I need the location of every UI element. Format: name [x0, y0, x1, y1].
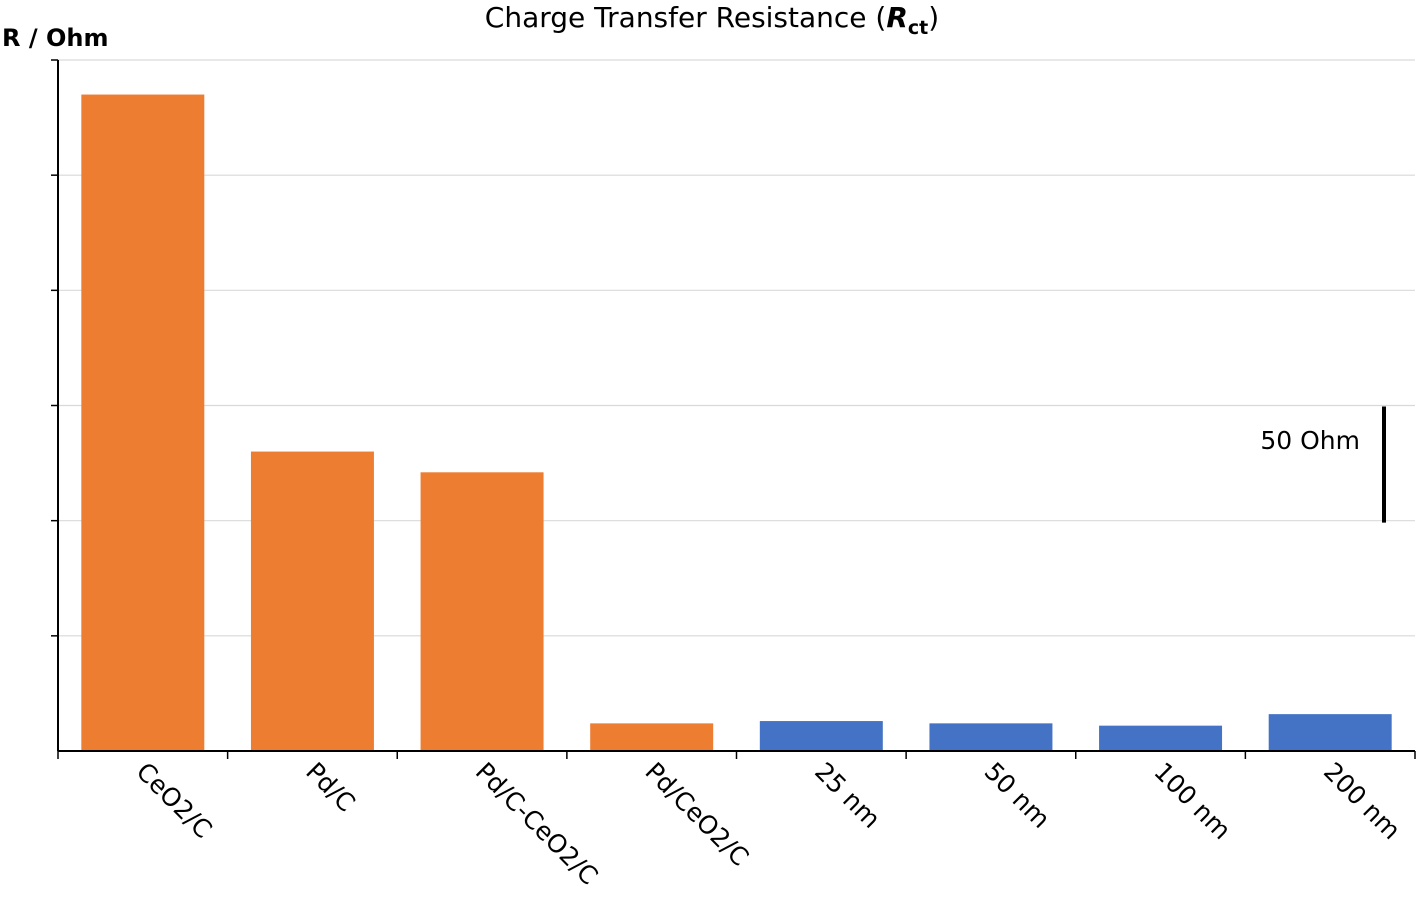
bar: [250, 451, 374, 751]
bar: [420, 472, 544, 751]
chart-title-symbol: R: [886, 1, 908, 34]
x-tick-labels: CeO2/C Pd/C Pd/C-CeO2/C Pd/CeO2/C 25 nm 50 nm…: [131, 757, 1407, 891]
scale-bar-label: 50 Ohm: [1260, 426, 1360, 455]
scale-bar: 50 Ohm: [1260, 406, 1386, 523]
x-tick-label: Pd/CeO2/C: [639, 757, 754, 872]
x-tick-label: CeO2/C: [131, 757, 218, 844]
x-tick-label: 25 nm: [809, 757, 886, 834]
x-tick-label: Pd/C: [300, 757, 361, 818]
bar: [81, 94, 205, 752]
x-tick-label: 50 nm: [979, 757, 1056, 834]
chart-title: Charge Transfer Resistance (Rct): [485, 1, 939, 39]
bars: [81, 94, 1392, 752]
x-tick-label: 100 nm: [1148, 757, 1236, 845]
bar: [759, 721, 883, 751]
axes: [57, 60, 1416, 759]
chart-title-text: Charge Transfer Resistance (: [485, 1, 887, 34]
bar: [1268, 714, 1392, 751]
chart-title-close: ): [928, 1, 939, 34]
x-tick-label: 200 nm: [1318, 757, 1406, 845]
bar: [590, 723, 714, 751]
chart-title-subscript: ct: [908, 17, 928, 39]
x-tick-label: Pd/C-CeO2/C: [470, 757, 604, 891]
y-axis-label: R / Ohm: [2, 24, 108, 52]
bar: [1099, 725, 1223, 751]
bar: [929, 723, 1053, 751]
